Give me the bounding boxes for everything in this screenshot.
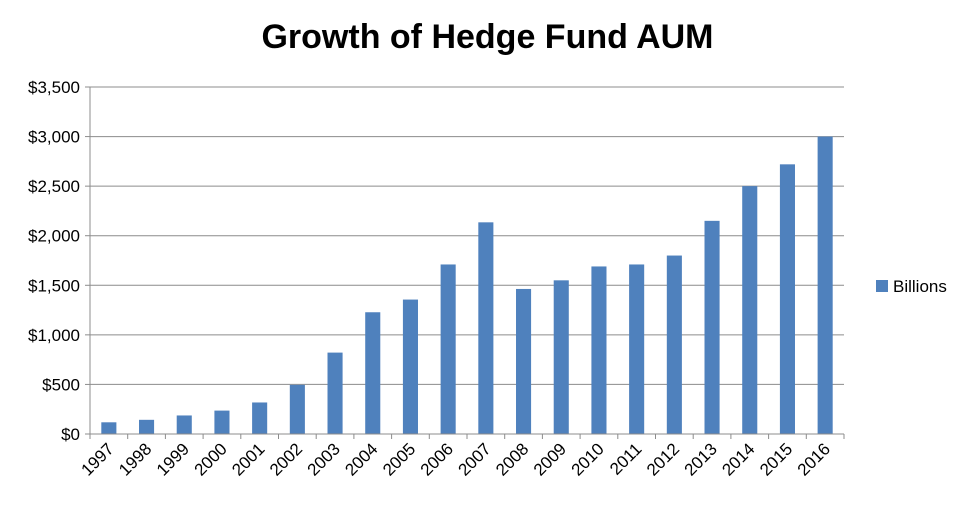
bar-2014 <box>742 186 758 434</box>
bar-1997 <box>101 422 117 434</box>
bar-1999 <box>176 415 192 434</box>
y-tick-label: $500 <box>42 375 80 394</box>
x-tick-label: 2016 <box>794 439 834 479</box>
x-tick-label: 2013 <box>681 439 721 479</box>
legend-label: Billions <box>893 277 947 296</box>
y-tick-label: $0 <box>61 425 80 444</box>
bar-2005 <box>402 299 418 434</box>
bar-2006 <box>440 264 456 434</box>
bar-2002 <box>289 384 305 434</box>
x-tick-label: 2011 <box>606 439 645 478</box>
x-tick-label: 2015 <box>756 439 796 479</box>
x-tick-label: 2008 <box>492 439 532 479</box>
chart-title: Growth of Hedge Fund AUM <box>261 18 714 56</box>
y-axis-ticks: $0 $500 $1,000 $1,500 $2,000 $2,500 $3,000 $3,5… <box>28 78 90 444</box>
legend-swatch <box>876 280 888 292</box>
y-tick-label: $3,000 <box>28 128 80 147</box>
x-tick-label: 2003 <box>304 439 344 479</box>
bar-1998 <box>139 419 155 434</box>
bar-2008 <box>516 288 532 434</box>
x-tick-label: 2010 <box>568 439 608 479</box>
x-tick-label: 1997 <box>77 439 117 479</box>
y-tick-label: $3,500 <box>28 78 80 97</box>
x-tick-label: 2005 <box>379 439 419 479</box>
x-tick-label: 1998 <box>115 439 155 479</box>
bar-2013 <box>704 220 720 434</box>
bars <box>101 136 833 435</box>
axes <box>89 87 844 435</box>
bar-2009 <box>553 280 569 434</box>
x-tick-label: 2009 <box>530 439 570 479</box>
x-tick-label: 2014 <box>718 439 758 479</box>
bar-2016 <box>817 136 833 435</box>
x-tick-label: 2004 <box>341 439 381 479</box>
x-axis-ticks: 1997199819992000200120022003200420052006… <box>77 434 845 480</box>
legend: Billions <box>876 277 947 296</box>
x-tick-label: 2012 <box>643 439 683 479</box>
bar-2012 <box>666 255 682 434</box>
x-tick-label: 2007 <box>454 439 494 479</box>
y-tick-label: $2,500 <box>28 177 80 196</box>
x-tick-label: 2000 <box>191 439 231 479</box>
bar-2015 <box>779 164 795 434</box>
bar-2010 <box>591 266 607 434</box>
bar-2007 <box>478 222 494 434</box>
gridlines <box>90 86 844 435</box>
y-tick-label: $1,500 <box>28 276 80 295</box>
x-tick-label: 1999 <box>153 439 193 479</box>
x-tick-label: 2002 <box>266 439 306 479</box>
x-tick-label: 2001 <box>228 439 268 479</box>
bar-2001 <box>252 402 268 434</box>
y-tick-label: $1,000 <box>28 326 80 345</box>
x-tick-label: 2006 <box>417 439 457 479</box>
bar-2000 <box>214 410 230 434</box>
bar-2003 <box>327 352 343 434</box>
y-tick-label: $2,000 <box>28 227 80 246</box>
bar-2004 <box>365 312 381 434</box>
bar-2011 <box>629 264 645 434</box>
